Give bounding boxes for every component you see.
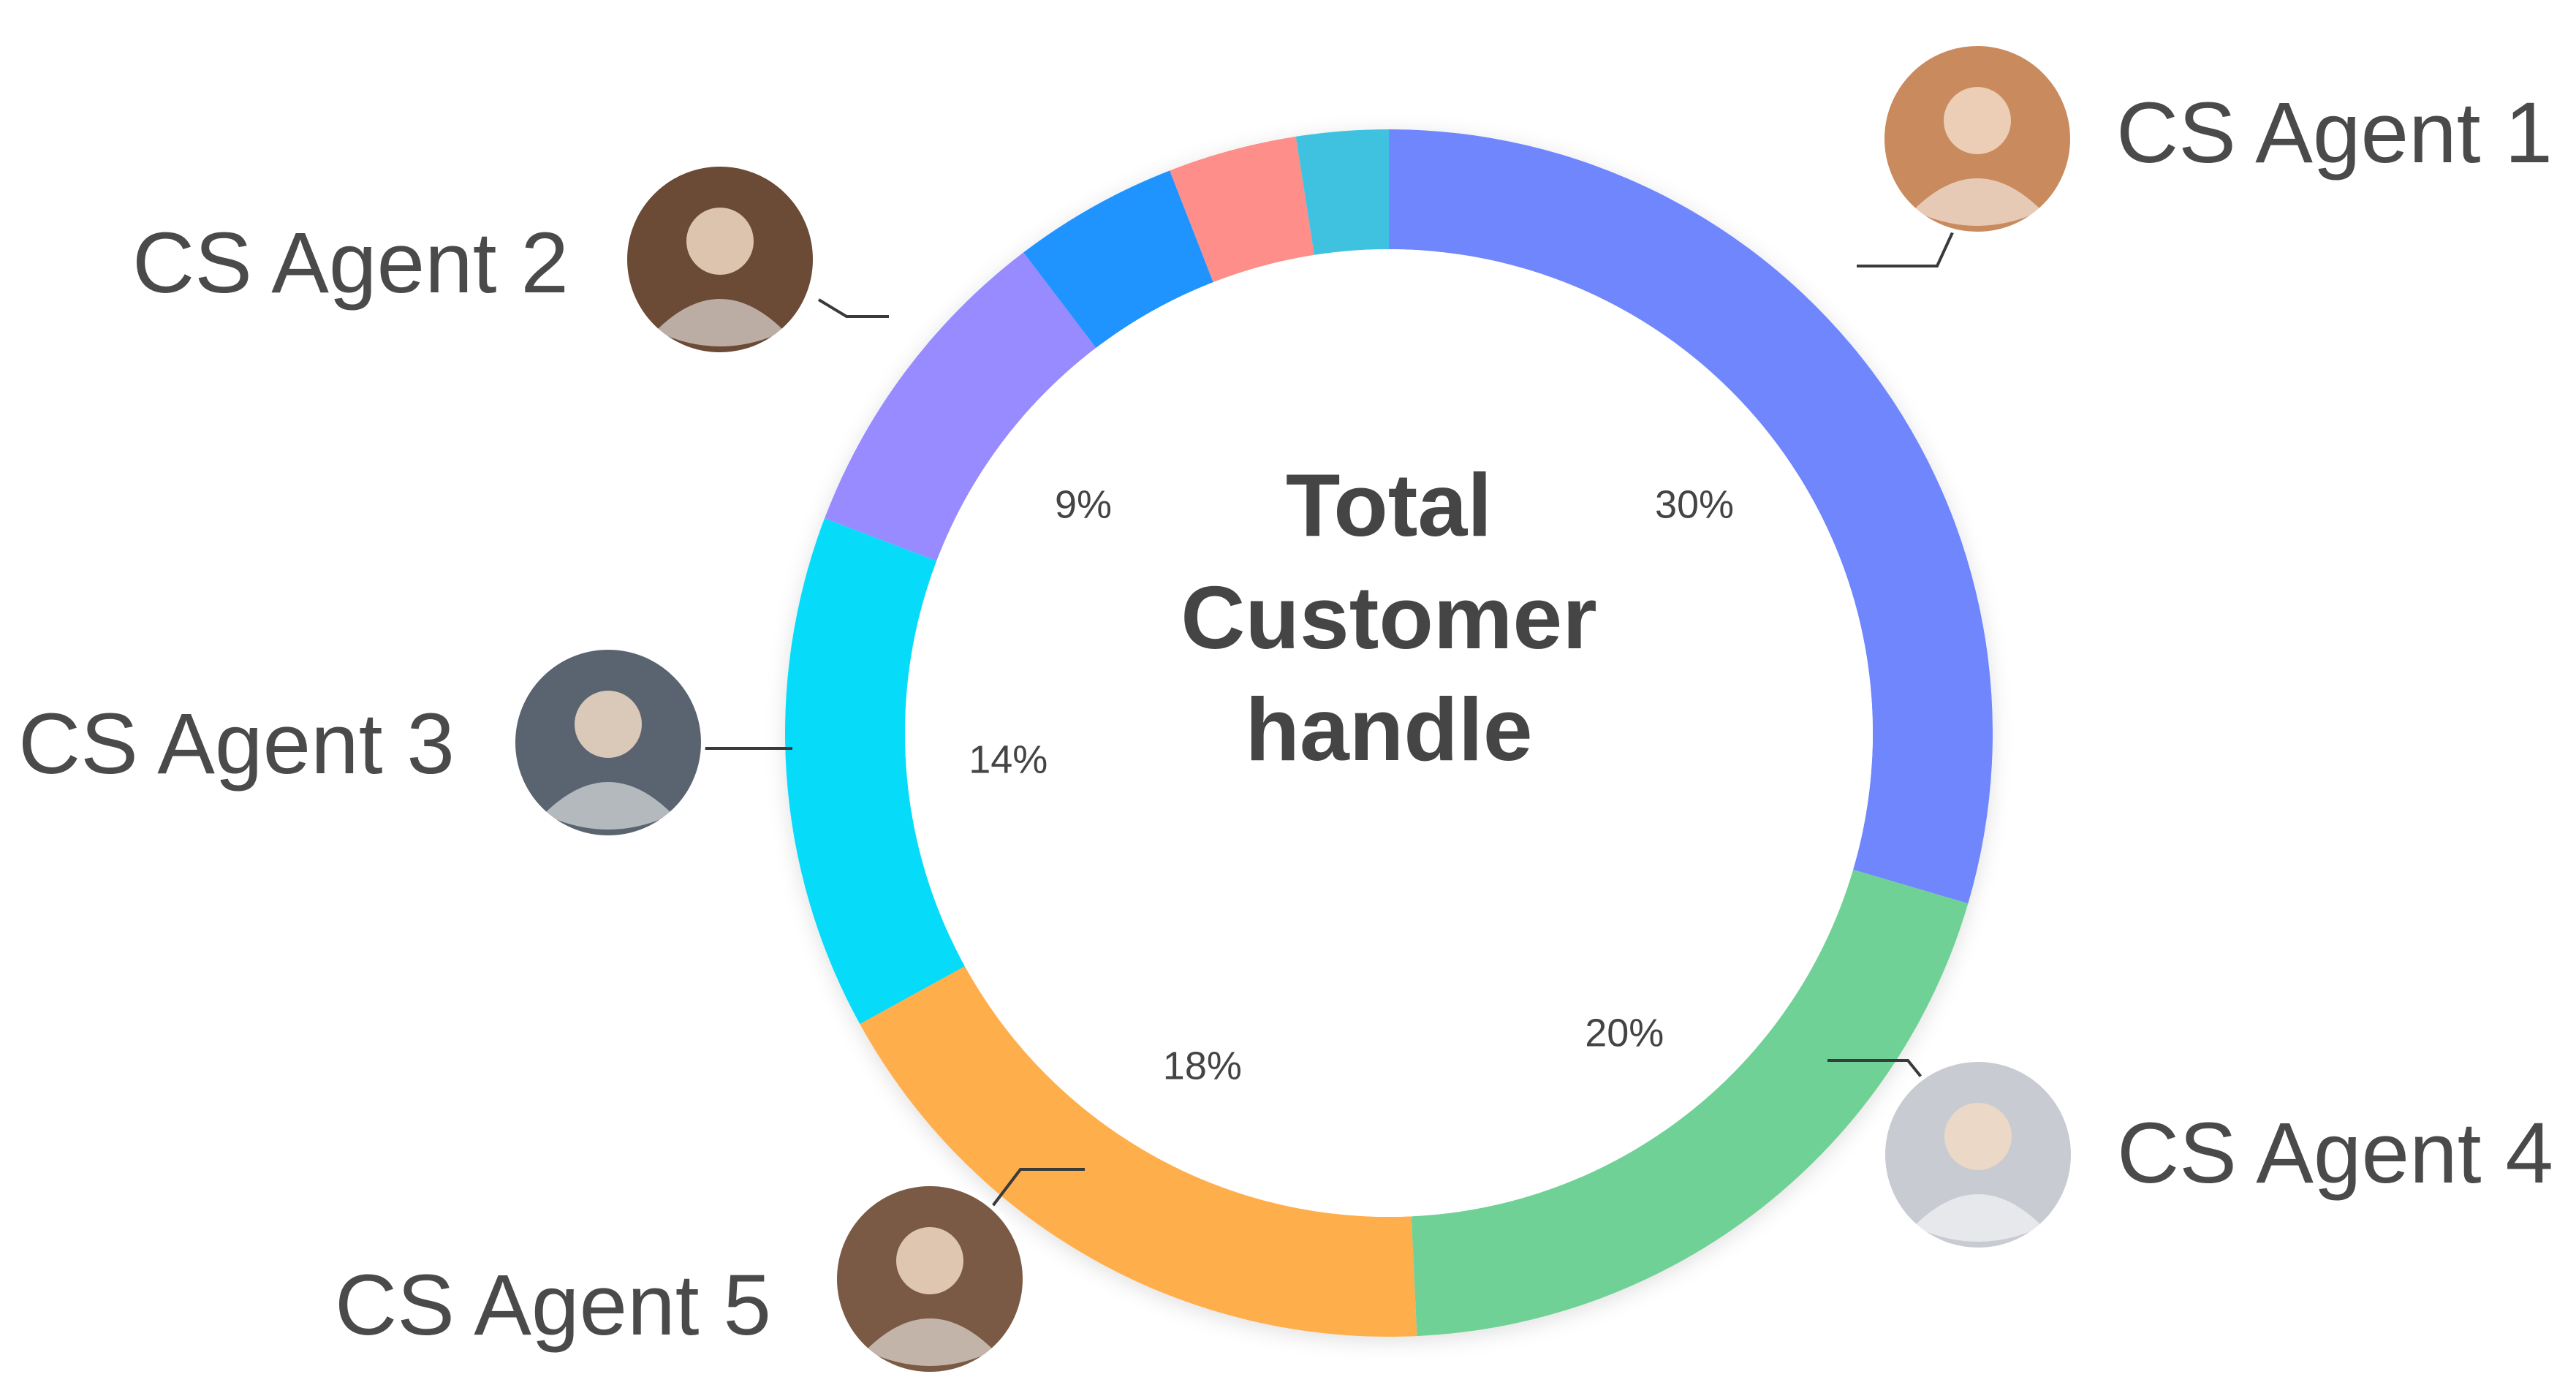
center-title-line-2: Customer [1181, 568, 1596, 667]
agent-cs-agent-4: CS Agent 4 [1827, 1058, 2553, 1252]
percent-label: 14% [969, 737, 1048, 781]
agent-cs-agent-5: CS Agent 5 [335, 1168, 1085, 1374]
agent-label: CS Agent 5 [335, 1257, 771, 1354]
agent-label: CS Agent 1 [2116, 85, 2553, 181]
slice-other-7 [1295, 129, 1389, 255]
leader-line [1857, 230, 1955, 267]
percent-label: 30% [1655, 482, 1734, 526]
slice-other-5 [1023, 170, 1213, 348]
leader-line [991, 1168, 1085, 1207]
center-title-line-1: Total [1286, 455, 1492, 555]
percent-label: 9% [1055, 482, 1112, 526]
center-title: Total Customer handle [1181, 455, 1596, 779]
slice-cs-agent-3 [784, 518, 965, 1025]
avatar-icon [1881, 1058, 2075, 1252]
agent-cs-agent-2: CS Agent 2 [132, 162, 889, 357]
avatar-icon [833, 1182, 1027, 1374]
agent-label: CS Agent 3 [18, 696, 455, 792]
avatar-icon [511, 645, 705, 840]
slice-cs-agent-1 [1389, 129, 1993, 904]
agent-cs-agent-3: CS Agent 3 [18, 645, 792, 840]
slices-layer [784, 129, 1993, 1337]
donut-hole [905, 249, 1873, 1217]
leader-line [817, 298, 889, 318]
slice-cs-agent-2 [825, 252, 1096, 561]
center-title-line-3: handle [1245, 680, 1532, 779]
percent-label: 18% [1163, 1044, 1242, 1088]
percent-labels: 30% 20% 18% 14% 9% [969, 482, 1734, 1088]
avatar-icon [1880, 42, 2075, 236]
agents-layer: CS Agent 1 CS Agent 2 CS Agent 3 CS Agent 4… [18, 42, 2553, 1374]
avatar-icon [623, 162, 817, 357]
agent-label: CS Agent 4 [2117, 1105, 2553, 1202]
agent-label: CS Agent 2 [132, 215, 569, 311]
slice-cs-agent-5 [860, 966, 1417, 1337]
slice-cs-agent-4 [1411, 869, 1969, 1337]
percent-label: 20% [1585, 1011, 1664, 1055]
agent-cs-agent-1: CS Agent 1 [1857, 42, 2553, 267]
slice-other-6 [1170, 136, 1314, 283]
